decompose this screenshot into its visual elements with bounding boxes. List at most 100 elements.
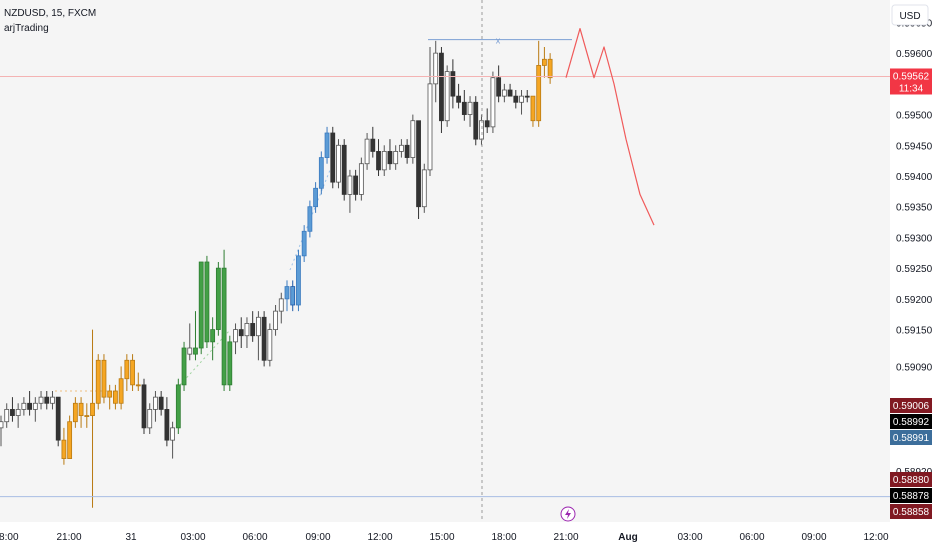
candle-body[interactable] bbox=[175, 384, 181, 429]
candle-body[interactable] bbox=[404, 144, 410, 158]
candle-body[interactable] bbox=[4, 409, 10, 423]
candle-body[interactable] bbox=[78, 402, 84, 416]
candle-body[interactable] bbox=[238, 329, 244, 337]
candle-body[interactable] bbox=[370, 138, 376, 152]
candle-body[interactable] bbox=[290, 286, 296, 306]
candle-body[interactable] bbox=[130, 359, 135, 386]
candle-body[interactable] bbox=[170, 427, 176, 441]
candle-body[interactable] bbox=[181, 347, 187, 386]
candle-body[interactable] bbox=[519, 95, 524, 103]
candle-body[interactable] bbox=[118, 378, 124, 404]
candle-body[interactable] bbox=[204, 261, 210, 343]
candle-body[interactable] bbox=[410, 120, 416, 158]
lightning-icon[interactable] bbox=[560, 506, 576, 522]
candle-body[interactable] bbox=[490, 77, 496, 128]
candle-body[interactable] bbox=[421, 169, 427, 208]
candle-body[interactable] bbox=[210, 329, 216, 343]
candle-body[interactable] bbox=[227, 341, 233, 386]
candle-body[interactable] bbox=[450, 71, 456, 97]
candle-body[interactable] bbox=[398, 144, 404, 152]
candle-body[interactable] bbox=[267, 329, 273, 361]
candle-body[interactable] bbox=[433, 52, 439, 85]
candle-body[interactable] bbox=[439, 52, 444, 122]
candle-body[interactable] bbox=[10, 409, 15, 416]
currency-button[interactable] bbox=[891, 4, 929, 26]
candle-body[interactable] bbox=[44, 396, 50, 404]
candle-body[interactable] bbox=[461, 101, 467, 115]
candle-body[interactable] bbox=[467, 101, 473, 115]
candle-body[interactable] bbox=[318, 157, 324, 189]
candle-body[interactable] bbox=[284, 286, 290, 300]
candle-body[interactable] bbox=[147, 409, 153, 429]
candle-body[interactable] bbox=[501, 89, 507, 97]
candle-body[interactable] bbox=[330, 132, 336, 183]
candle-body[interactable] bbox=[164, 409, 170, 441]
candle-body[interactable] bbox=[393, 151, 399, 165]
candle-body[interactable] bbox=[524, 95, 530, 98]
candle-body[interactable] bbox=[353, 175, 359, 195]
candle-body[interactable] bbox=[496, 77, 502, 97]
candle-body[interactable] bbox=[221, 267, 227, 386]
time-axis[interactable] bbox=[0, 522, 890, 550]
candle-body[interactable] bbox=[250, 323, 256, 337]
candle-body[interactable] bbox=[135, 384, 141, 387]
candle-body[interactable] bbox=[255, 316, 261, 337]
candle-body[interactable] bbox=[484, 120, 490, 128]
candle-body[interactable] bbox=[50, 396, 55, 404]
candle-body[interactable] bbox=[479, 120, 484, 140]
candle-body[interactable] bbox=[307, 206, 313, 232]
candle-body[interactable] bbox=[341, 144, 347, 195]
candle-body[interactable] bbox=[72, 402, 78, 423]
candle-body[interactable] bbox=[32, 402, 38, 410]
candle-body[interactable] bbox=[67, 421, 73, 459]
candle-body[interactable] bbox=[542, 58, 547, 66]
candle-body[interactable] bbox=[55, 396, 61, 441]
candle-body[interactable] bbox=[547, 58, 553, 79]
candle-body[interactable] bbox=[336, 144, 341, 183]
candle-body[interactable] bbox=[84, 415, 90, 417]
candle-body[interactable] bbox=[107, 390, 113, 398]
candle-body[interactable] bbox=[187, 347, 193, 355]
candle-body[interactable] bbox=[261, 316, 267, 361]
candle-body[interactable] bbox=[15, 409, 21, 416]
candle-body[interactable] bbox=[536, 65, 542, 122]
candle-body[interactable] bbox=[296, 255, 301, 306]
candle-body[interactable] bbox=[364, 138, 370, 165]
candle-body[interactable] bbox=[233, 329, 238, 343]
candle-body[interactable] bbox=[278, 298, 284, 312]
candle-body[interactable] bbox=[153, 396, 158, 410]
candle-body[interactable] bbox=[324, 132, 330, 158]
candle-body[interactable] bbox=[456, 95, 462, 103]
candle-body[interactable] bbox=[244, 323, 250, 337]
candle-body[interactable] bbox=[215, 267, 221, 330]
candle-body[interactable] bbox=[381, 151, 387, 171]
candle-body[interactable] bbox=[158, 396, 164, 410]
candle-body[interactable] bbox=[427, 83, 433, 171]
candle-body[interactable] bbox=[416, 120, 421, 208]
candle-body[interactable] bbox=[313, 187, 319, 208]
candle-body[interactable] bbox=[387, 151, 393, 165]
candle-body[interactable] bbox=[347, 175, 353, 195]
candle-body[interactable] bbox=[507, 89, 513, 97]
candle-body[interactable] bbox=[530, 95, 536, 122]
candle-body[interactable] bbox=[473, 101, 479, 140]
candle-body[interactable] bbox=[358, 163, 364, 195]
candle-body[interactable] bbox=[124, 359, 130, 380]
candle-body[interactable] bbox=[0, 421, 4, 429]
candle-body[interactable] bbox=[61, 439, 67, 459]
candle-body[interactable] bbox=[198, 261, 204, 349]
candle-body[interactable] bbox=[101, 359, 107, 398]
candle-body[interactable] bbox=[141, 384, 147, 429]
candle-body[interactable] bbox=[113, 390, 118, 404]
candle-body[interactable] bbox=[273, 310, 278, 330]
candle-body[interactable] bbox=[38, 396, 44, 404]
candle-body[interactable] bbox=[513, 95, 519, 103]
candle-body[interactable] bbox=[90, 402, 95, 416]
candle-body[interactable] bbox=[193, 347, 198, 355]
candle-body[interactable] bbox=[444, 71, 450, 122]
candle-body[interactable] bbox=[21, 402, 27, 410]
candle-body[interactable] bbox=[301, 230, 307, 257]
candle-body[interactable] bbox=[95, 359, 101, 404]
plot-area[interactable]: x bbox=[0, 0, 890, 522]
